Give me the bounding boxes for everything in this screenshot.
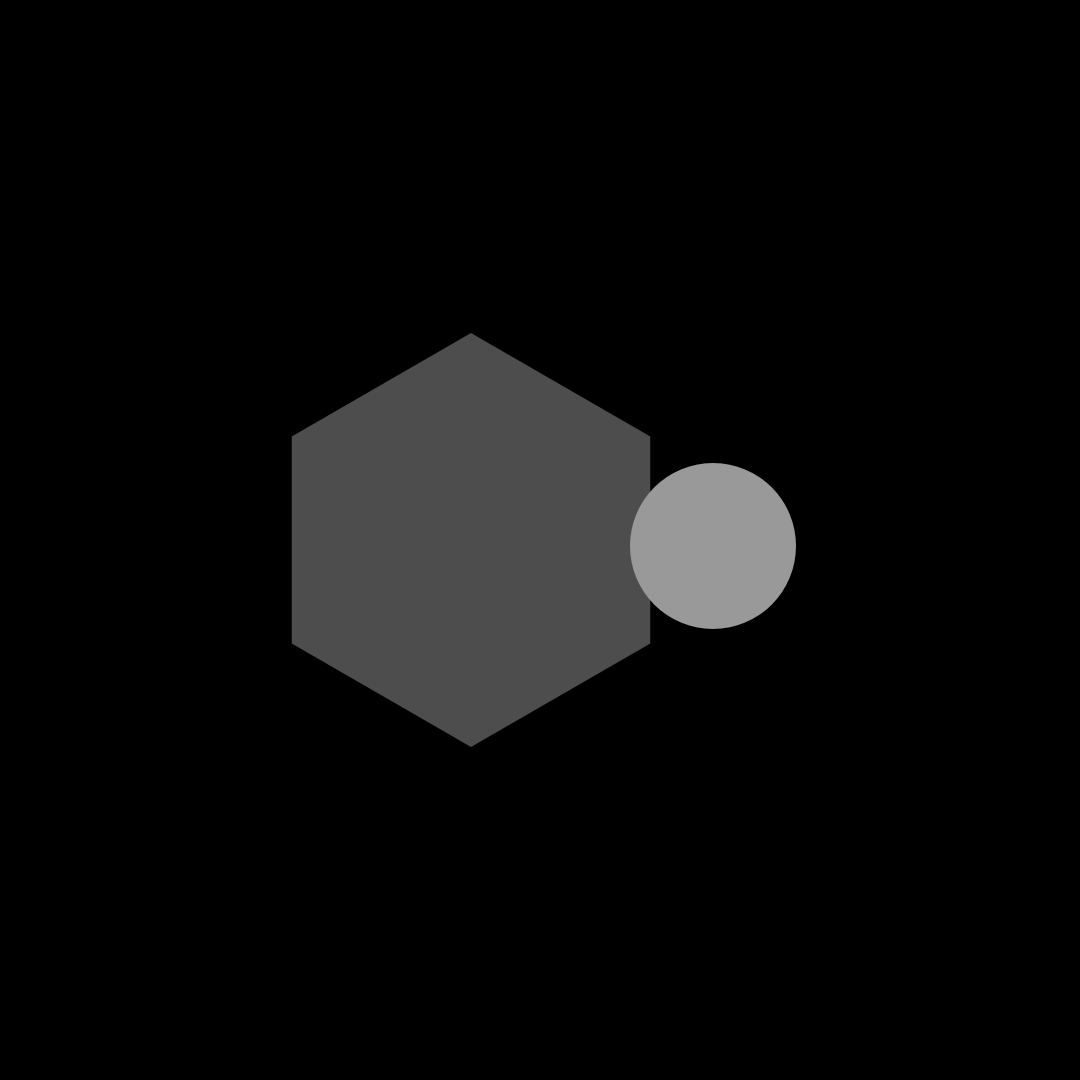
hexagon-shape (292, 333, 651, 747)
circle-shape (630, 463, 796, 629)
shape-layer (0, 0, 1080, 1080)
canvas (0, 0, 1080, 1080)
